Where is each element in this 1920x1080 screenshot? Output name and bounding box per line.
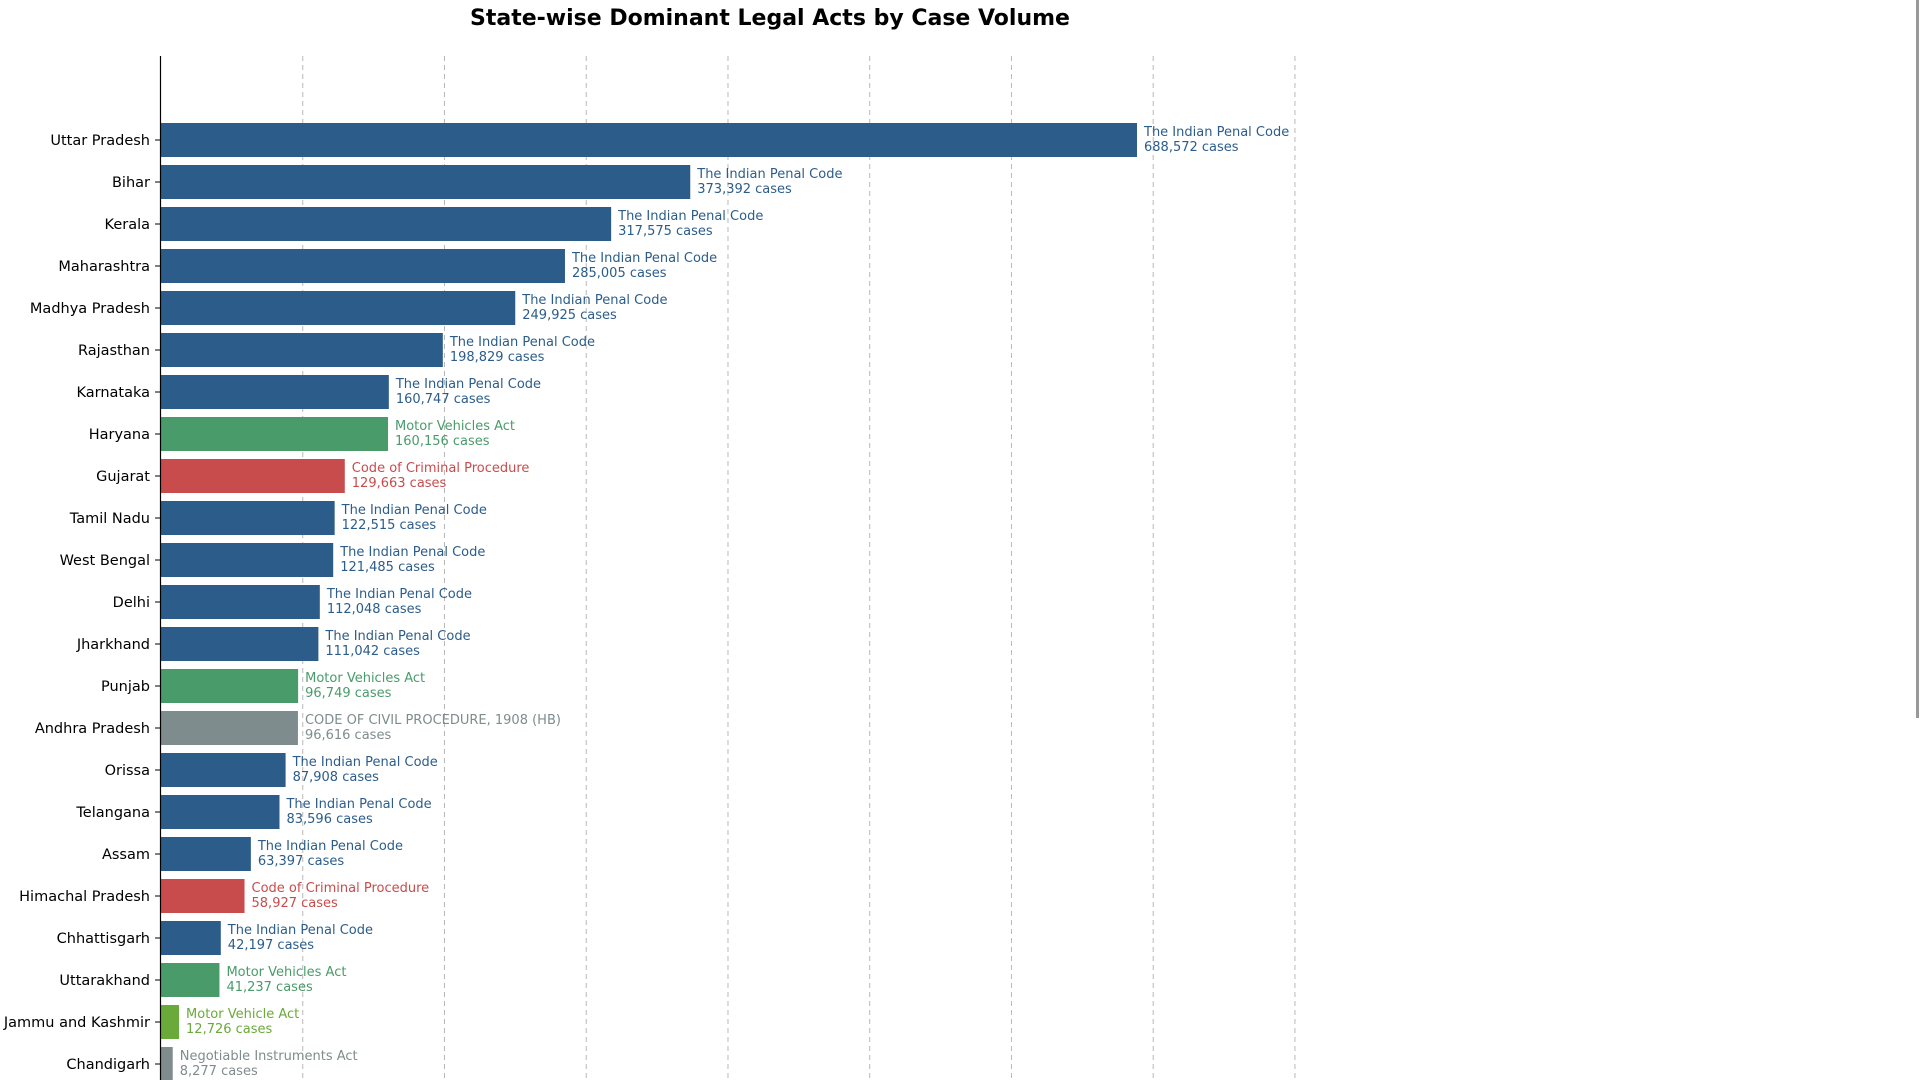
data-label-value: 42,197 cases xyxy=(228,938,315,953)
data-label-value: 12,726 cases xyxy=(186,1022,273,1037)
data-label-value: 121,485 cases xyxy=(340,560,435,575)
data-label-value: 58,927 cases xyxy=(252,896,339,911)
y-tick-label: Madhya Pradesh xyxy=(30,301,150,317)
bar xyxy=(161,711,298,745)
data-label-act: The Indian Penal Code xyxy=(324,629,470,644)
data-label-value: 112,048 cases xyxy=(327,602,422,617)
data-label-act: The Indian Penal Code xyxy=(257,839,403,854)
data-label-value: 285,005 cases xyxy=(572,266,667,281)
y-tick-label: West Bengal xyxy=(60,553,150,569)
data-label-value: 317,575 cases xyxy=(618,224,713,239)
bar xyxy=(161,333,443,367)
data-label-value: 160,747 cases xyxy=(396,392,491,407)
data-label-value: 83,596 cases xyxy=(286,812,373,827)
data-label-act: The Indian Penal Code xyxy=(227,923,373,938)
bars xyxy=(161,123,1137,1080)
data-label-value: 8,277 cases xyxy=(180,1064,258,1079)
bar xyxy=(161,795,280,829)
y-tick-label: Tamil Nadu xyxy=(69,511,150,527)
y-tick-label: Haryana xyxy=(89,427,150,443)
y-tick-label: Andhra Pradesh xyxy=(35,721,150,737)
data-label-value: 96,616 cases xyxy=(305,728,392,743)
bar xyxy=(161,753,286,787)
y-tick-label: Chandigarh xyxy=(66,1057,150,1073)
data-label-act: The Indian Penal Code xyxy=(696,167,842,182)
bar xyxy=(161,879,245,913)
y-tick-label: Gujarat xyxy=(96,469,150,485)
bar xyxy=(161,459,345,493)
y-tick-label: Rajasthan xyxy=(78,343,150,359)
data-label-act: Motor Vehicles Act xyxy=(226,965,346,980)
bar xyxy=(161,1005,180,1039)
bar xyxy=(161,375,389,409)
data-label-value: 249,925 cases xyxy=(522,308,617,323)
data-label-value: 373,392 cases xyxy=(697,182,792,197)
data-label-value: 41,237 cases xyxy=(226,980,313,995)
data-label-act: The Indian Penal Code xyxy=(395,377,541,392)
data-label-act: Motor Vehicles Act xyxy=(395,419,515,434)
y-tick-label: Uttar Pradesh xyxy=(50,133,150,149)
y-tick-label: Himachal Pradesh xyxy=(19,889,150,905)
bar xyxy=(161,123,1137,157)
data-label-value: 63,397 cases xyxy=(258,854,345,869)
bar xyxy=(161,417,389,451)
data-label-value: 96,749 cases xyxy=(305,686,392,701)
data-label-act: The Indian Penal Code xyxy=(326,587,472,602)
bar xyxy=(161,543,334,577)
data-label-act: CODE OF CIVIL PROCEDURE, 1908 (HB) xyxy=(305,713,561,728)
bar xyxy=(161,1047,173,1080)
chart-title: State-wise Dominant Legal Acts by Case V… xyxy=(470,6,1070,31)
data-label-value: 688,572 cases xyxy=(1144,140,1239,155)
y-tick-label: Telangana xyxy=(75,805,150,821)
bar xyxy=(161,963,220,997)
data-label-value: 111,042 cases xyxy=(325,644,420,659)
y-tick-label: Delhi xyxy=(113,595,150,611)
data-label-value: 122,515 cases xyxy=(342,518,437,533)
data-label-act: Negotiable Instruments Act xyxy=(180,1049,358,1064)
y-tick-label: Assam xyxy=(102,847,150,863)
bar xyxy=(161,921,221,955)
data-label-act: The Indian Penal Code xyxy=(571,251,717,266)
data-label-act: Code of Criminal Procedure xyxy=(352,461,530,476)
y-tick-label: Orissa xyxy=(105,763,150,779)
data-label-act: The Indian Penal Code xyxy=(339,545,485,560)
data-label-value: 198,829 cases xyxy=(450,350,545,365)
bar xyxy=(161,669,299,703)
data-label-act: The Indian Penal Code xyxy=(617,209,763,224)
data-label-value: 160,156 cases xyxy=(395,434,490,449)
bar xyxy=(161,837,251,871)
bar xyxy=(161,627,319,661)
data-label-act: Motor Vehicle Act xyxy=(186,1007,299,1022)
bar xyxy=(161,291,516,325)
bar xyxy=(161,501,335,535)
y-tick-label: Jammu and Kashmir xyxy=(3,1015,150,1031)
data-label-act: The Indian Penal Code xyxy=(341,503,487,518)
bar xyxy=(161,585,320,619)
bar xyxy=(161,207,612,241)
y-tick-label: Punjab xyxy=(101,679,150,695)
data-label-act: The Indian Penal Code xyxy=(449,335,595,350)
y-tick-labels: Uttar Pradesh Bihar Kerala Maharashtra Madhy… xyxy=(3,133,161,1073)
data-label-act: The Indian Penal Code xyxy=(1143,125,1289,140)
page-scrollbar[interactable] xyxy=(1916,0,1919,718)
bar xyxy=(161,165,691,199)
y-tick-label: Karnataka xyxy=(76,385,150,401)
data-label-act: The Indian Penal Code xyxy=(285,797,431,812)
data-label-act: Code of Criminal Procedure xyxy=(252,881,430,896)
data-label-act: The Indian Penal Code xyxy=(521,293,667,308)
bar xyxy=(161,249,565,283)
y-tick-label: Kerala xyxy=(105,217,150,233)
y-tick-label: Bihar xyxy=(112,175,150,191)
data-label-value: 87,908 cases xyxy=(293,770,380,785)
data-label-act: The Indian Penal Code xyxy=(292,755,438,770)
y-tick-label: Chhattisgarh xyxy=(57,931,150,947)
y-tick-label: Maharashtra xyxy=(58,259,150,275)
y-tick-label: Jharkhand xyxy=(76,637,150,653)
data-label-value: 129,663 cases xyxy=(352,476,447,491)
data-label-act: Motor Vehicles Act xyxy=(305,671,425,686)
y-tick-label: Uttarakhand xyxy=(59,973,150,989)
